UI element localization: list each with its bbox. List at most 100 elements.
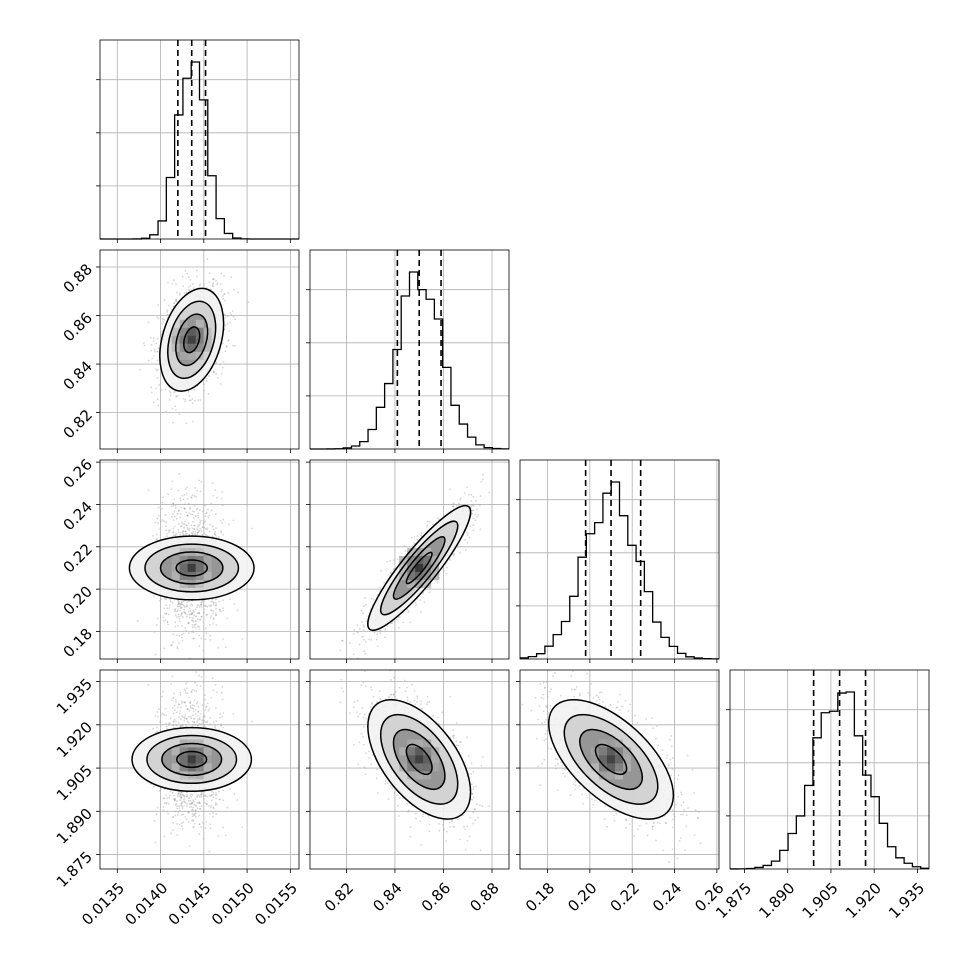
scatter-point xyxy=(194,804,197,807)
scatter-point xyxy=(463,492,466,495)
scatter-point xyxy=(185,705,187,707)
scatter-point xyxy=(188,613,191,616)
scatter-point xyxy=(191,688,194,691)
scatter-point xyxy=(189,613,192,616)
scatter-point xyxy=(183,719,186,722)
scatter-point xyxy=(217,536,220,538)
scatter-point xyxy=(180,614,182,617)
scatter-point xyxy=(368,638,370,641)
scatter-point xyxy=(198,606,201,608)
scatter-point xyxy=(396,558,399,561)
scatter-point xyxy=(396,618,398,621)
scatter-point xyxy=(174,621,177,624)
scatter-point xyxy=(152,336,155,339)
scatter-point xyxy=(480,481,483,483)
scatter-point xyxy=(162,809,165,812)
scatter-point xyxy=(176,706,179,709)
scatter-point xyxy=(212,721,215,724)
scatter-point xyxy=(194,487,197,489)
scatter-point xyxy=(251,527,253,530)
scatter-point xyxy=(185,422,188,425)
scatter-point xyxy=(177,792,180,795)
density-frame-1-0 xyxy=(99,249,300,450)
scatter-point xyxy=(477,513,480,516)
scatter-point xyxy=(172,829,175,832)
scatter-point xyxy=(370,597,373,600)
scatter-point xyxy=(184,530,187,533)
scatter-point xyxy=(212,601,215,604)
scatter-point xyxy=(196,618,199,620)
scatter-point xyxy=(177,602,180,605)
scatter-point xyxy=(184,714,186,716)
contour-2 xyxy=(379,520,459,616)
density-cell xyxy=(407,579,416,588)
scatter-point xyxy=(215,797,217,800)
contour-1 xyxy=(392,536,446,600)
scatter-point xyxy=(170,488,173,491)
scatter-point xyxy=(198,634,201,637)
density-cell xyxy=(179,351,188,360)
scatter-point xyxy=(228,523,230,526)
scatter-point xyxy=(182,397,185,400)
scatter-point xyxy=(376,633,378,636)
scatter-point xyxy=(225,346,228,348)
scatter-point xyxy=(183,400,186,403)
scatter-point xyxy=(426,520,429,523)
scatter-point xyxy=(229,321,231,324)
scatter-point xyxy=(445,566,448,569)
scatter-point xyxy=(358,627,361,630)
scatter-point xyxy=(209,638,212,641)
scatter-point xyxy=(191,619,194,622)
scatter-point xyxy=(198,625,200,628)
density-cell xyxy=(179,563,188,572)
panel-1-1 xyxy=(306,249,510,453)
scatter-point xyxy=(183,493,186,496)
scatter-point xyxy=(170,644,172,647)
scatter-point xyxy=(360,636,363,638)
scatter-point xyxy=(402,621,404,624)
scatter-point xyxy=(183,611,186,614)
scatter-point xyxy=(147,321,150,324)
scatter-point xyxy=(195,275,198,278)
scatter-point xyxy=(157,317,160,320)
scatter-point xyxy=(187,515,189,517)
scatter-point xyxy=(192,516,195,519)
scatter-point xyxy=(221,288,224,291)
scatter-point xyxy=(176,646,179,648)
scatter-point xyxy=(180,613,183,616)
scatter-point xyxy=(204,638,207,641)
scatter-point xyxy=(201,526,204,528)
scatter-point xyxy=(198,479,201,482)
scatter-point xyxy=(172,279,175,282)
scatter-point xyxy=(166,535,168,538)
scatter-point xyxy=(192,530,195,533)
scatter-point xyxy=(209,605,212,608)
scatter-point xyxy=(428,591,431,594)
density-cell xyxy=(415,563,424,572)
scatter-point xyxy=(173,692,176,695)
scatter-point xyxy=(155,368,157,370)
scatter-point xyxy=(177,703,180,706)
scatter-point xyxy=(174,390,177,393)
scatter-point xyxy=(172,633,175,636)
panel-0-0 xyxy=(96,39,300,243)
scatter-point xyxy=(214,513,217,516)
scatter-point xyxy=(216,691,218,694)
scatter-point xyxy=(189,706,192,709)
scatter-point xyxy=(151,391,153,394)
scatter-point xyxy=(398,627,400,629)
scatter-point xyxy=(233,792,236,795)
scatter-point xyxy=(178,805,180,807)
scatter-point xyxy=(191,402,194,405)
y-tick-label: 0.22 xyxy=(60,540,96,576)
scatter-point xyxy=(154,521,157,524)
density-frame-2-0 xyxy=(99,459,300,660)
scatter-point xyxy=(204,627,207,630)
scatter-point xyxy=(167,722,170,725)
panel-3-0: 1.8751.8901.9051.9201.9350.01350.01400.0… xyxy=(53,669,301,929)
scatter-point xyxy=(215,608,217,610)
scatter-point xyxy=(194,623,197,626)
scatter-point xyxy=(465,486,468,489)
scatter-point xyxy=(391,622,393,625)
scatter-point xyxy=(205,803,208,806)
